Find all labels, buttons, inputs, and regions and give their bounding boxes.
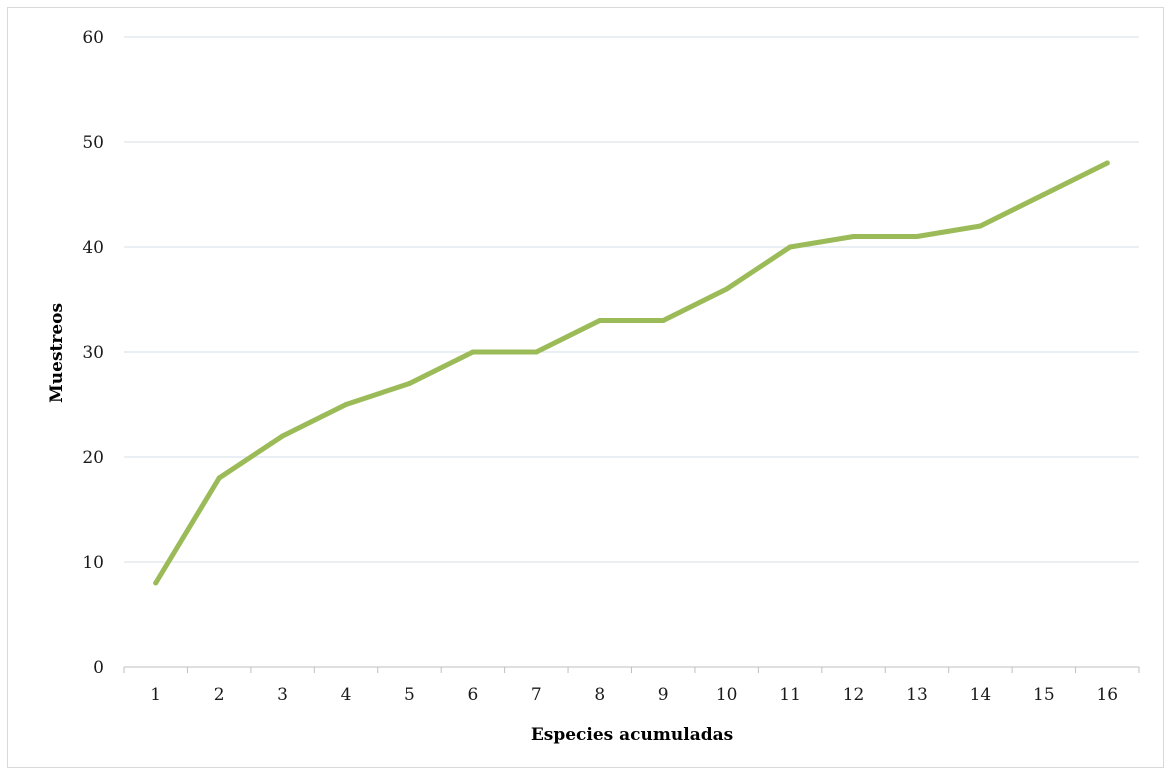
x-tick-label: 15 — [1033, 685, 1055, 705]
x-tick-label: 2 — [214, 685, 225, 705]
x-tick-label: 12 — [843, 685, 865, 705]
data-point — [343, 402, 349, 407]
data-point — [1041, 192, 1047, 197]
x-tick-label: 1 — [150, 685, 161, 705]
y-tick-label: 10 — [82, 553, 104, 573]
data-point — [406, 381, 412, 386]
x-tick-label: 7 — [531, 685, 542, 705]
y-tick-label: 0 — [93, 658, 104, 678]
series-line-segment — [1041, 160, 1110, 197]
x-tick-label: 8 — [594, 685, 605, 705]
y-axis-title: Muestreos — [47, 303, 67, 403]
data-point — [470, 349, 476, 355]
series-line-segment — [724, 244, 793, 292]
x-tick-label: 5 — [404, 685, 415, 705]
y-tick-label: 60 — [82, 28, 104, 48]
data-point — [597, 318, 603, 323]
x-tick-label: 9 — [658, 685, 669, 705]
series-line-segment — [343, 381, 412, 407]
y-tick-label: 50 — [82, 133, 104, 153]
series-line-segment — [660, 286, 730, 323]
data-point — [851, 234, 857, 239]
x-tick-label: 13 — [906, 685, 928, 705]
x-tick-label: 6 — [467, 685, 478, 705]
data-point — [1104, 160, 1110, 166]
x-tick-label: 11 — [779, 685, 801, 705]
series-layer — [153, 160, 1110, 586]
x-tick-label: 10 — [716, 685, 738, 705]
series-line-segment — [280, 402, 349, 439]
data-point — [724, 286, 730, 292]
x-tick-label: 4 — [341, 685, 352, 705]
data-point — [660, 318, 666, 323]
data-point — [216, 475, 222, 481]
x-tick-label: 3 — [277, 685, 288, 705]
x-axis — [123, 666, 1140, 673]
y-tick-label: 20 — [82, 448, 104, 468]
x-tick-labels: 1 2 3 4 5 6 7 8 9 10 11 12 13 14 15 16 — [150, 685, 1118, 705]
data-point — [914, 234, 920, 239]
data-point — [533, 349, 539, 355]
data-point — [977, 223, 983, 229]
gridlines — [124, 36, 1139, 563]
series-line-segment — [153, 475, 222, 586]
y-tick-label: 30 — [82, 343, 104, 363]
x-tick-label: 14 — [970, 685, 992, 705]
series-line-segment — [914, 223, 983, 239]
series-line-segment — [406, 349, 476, 386]
series-line-segment — [533, 318, 603, 355]
data-point — [787, 244, 793, 250]
series-line-segment — [787, 234, 857, 250]
data-point — [153, 580, 159, 586]
y-tick-labels: 0 10 20 30 40 50 60 — [82, 28, 104, 678]
chart-frame — [7, 7, 1164, 768]
y-tick-label: 40 — [82, 238, 104, 258]
data-point — [280, 433, 286, 439]
series-line-segment — [216, 433, 286, 481]
x-tick-label: 16 — [1096, 685, 1118, 705]
series-line-segment — [977, 192, 1047, 229]
x-axis-title: Especies acumuladas — [531, 725, 733, 745]
